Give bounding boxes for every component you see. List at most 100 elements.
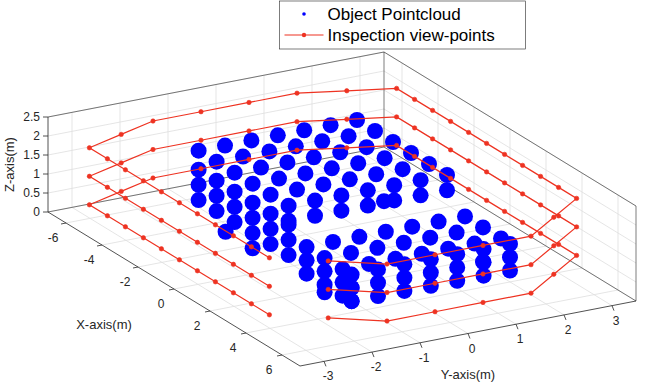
cloud-point [325, 234, 341, 250]
view-point [556, 214, 560, 218]
cloud-point [342, 171, 358, 187]
grid-line [216, 180, 468, 334]
grid-line [48, 71, 384, 136]
cloud-point [413, 172, 429, 188]
view-point [466, 130, 470, 134]
view-point [466, 187, 470, 191]
view-point [529, 291, 533, 295]
z-tick [43, 193, 48, 194]
cloud-point [314, 133, 330, 149]
x-tick [169, 289, 174, 290]
box-edge [48, 52, 384, 117]
view-point [119, 161, 123, 165]
view-point [574, 196, 578, 200]
view-point [87, 174, 91, 178]
grid-line [384, 52, 636, 206]
grid-line [384, 128, 636, 282]
legend-label: Inspection view-points [328, 26, 495, 45]
view-point [105, 185, 109, 189]
view-point [267, 313, 271, 317]
view-point [538, 231, 542, 235]
grid-line [48, 52, 384, 117]
series-1 [87, 86, 579, 323]
grid-line [384, 71, 636, 225]
cloud-point [227, 199, 243, 215]
view-point [448, 148, 452, 152]
plot-area [87, 86, 579, 323]
view-point [556, 242, 560, 246]
cloud-point [191, 177, 207, 193]
y-tick [612, 306, 614, 311]
cloud-point [423, 265, 439, 281]
view-point [119, 189, 123, 193]
x-axis-title: X-axis(m) [76, 317, 132, 332]
cloud-point [344, 280, 360, 296]
cloud-point [360, 198, 376, 214]
cloud-point [324, 160, 340, 176]
view-point [249, 302, 253, 306]
box-edge [384, 52, 385, 147]
view-point [199, 138, 203, 142]
z-tick-label: 2 [33, 129, 40, 143]
view-point [249, 273, 253, 277]
cloud-point [457, 208, 473, 224]
view-point [481, 243, 485, 247]
y-axis-line [300, 301, 636, 366]
cloud-point [404, 219, 420, 235]
view-point [199, 167, 203, 171]
view-point [87, 146, 91, 150]
view-point [159, 190, 163, 194]
y-tick-label: -1 [419, 351, 430, 365]
y-tick [324, 361, 326, 366]
view-point [345, 117, 349, 121]
x-tick [205, 311, 210, 312]
view-point [385, 262, 389, 266]
view-point [552, 272, 556, 276]
y-tick-label: 0 [469, 342, 476, 356]
cloud-point [396, 235, 412, 251]
x-tick [241, 333, 246, 334]
view-point [484, 141, 488, 145]
z-tick-label: 0 [33, 205, 40, 219]
view-point [448, 176, 452, 180]
cloud-point [396, 270, 412, 286]
view-point [151, 119, 155, 123]
view-point [345, 146, 349, 150]
view-point [326, 316, 330, 320]
grid-line [360, 57, 361, 152]
x-tick-label: 6 [266, 363, 273, 377]
cloud-point [476, 254, 492, 270]
view-point [177, 201, 181, 205]
view-point [520, 192, 524, 196]
cloud-point [349, 112, 365, 128]
series-0 [191, 112, 518, 309]
view-point [151, 176, 155, 180]
view-point [430, 165, 434, 169]
legend: Object PointcloudInspection view-points [280, 1, 526, 49]
view-point [247, 129, 251, 133]
view-point [552, 215, 556, 219]
view-point [213, 223, 217, 227]
view-point [213, 251, 217, 255]
view-point [412, 126, 416, 130]
cloud-point [209, 203, 225, 219]
grid-line [72, 112, 73, 207]
view-point [247, 157, 251, 161]
view-point [119, 132, 123, 136]
view-point [466, 159, 470, 163]
cloud-point [413, 187, 429, 203]
x-tick-label: -2 [120, 275, 131, 289]
cloud-point [439, 167, 455, 183]
view-point [484, 198, 488, 202]
view-point [433, 281, 437, 285]
y-tick-label: -3 [323, 369, 334, 383]
grid-line [120, 198, 372, 352]
y-tick [468, 334, 470, 339]
cloud-point [245, 210, 261, 226]
view-point [295, 91, 299, 95]
view-point [345, 89, 349, 93]
cloud-point [209, 173, 225, 189]
view-point [231, 234, 235, 238]
view-point [394, 143, 398, 147]
cloud-point [350, 155, 366, 171]
